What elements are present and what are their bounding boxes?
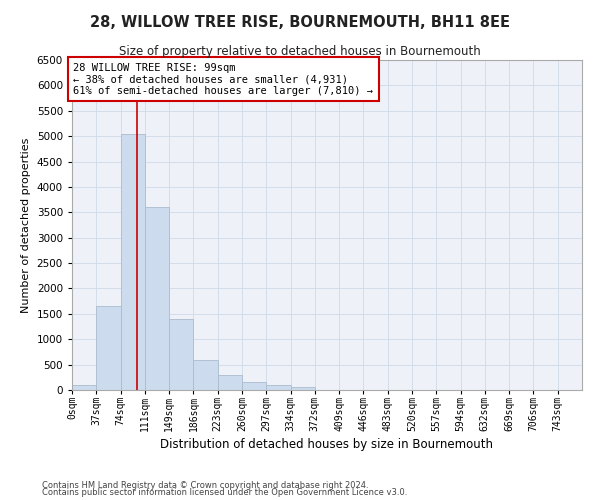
Text: Size of property relative to detached houses in Bournemouth: Size of property relative to detached ho… — [119, 45, 481, 58]
Text: 28 WILLOW TREE RISE: 99sqm
← 38% of detached houses are smaller (4,931)
61% of s: 28 WILLOW TREE RISE: 99sqm ← 38% of deta… — [73, 62, 373, 96]
Bar — [145, 207, 169, 390]
Text: 28, WILLOW TREE RISE, BOURNEMOUTH, BH11 8EE: 28, WILLOW TREE RISE, BOURNEMOUTH, BH11 … — [90, 15, 510, 30]
Bar — [169, 319, 193, 390]
Bar — [266, 385, 290, 390]
X-axis label: Distribution of detached houses by size in Bournemouth: Distribution of detached houses by size … — [161, 438, 493, 451]
Bar — [218, 375, 242, 390]
Bar — [290, 387, 315, 390]
Y-axis label: Number of detached properties: Number of detached properties — [21, 138, 31, 312]
Text: Contains public sector information licensed under the Open Government Licence v3: Contains public sector information licen… — [42, 488, 407, 497]
Bar — [193, 360, 218, 390]
Bar — [242, 382, 266, 390]
Bar — [96, 306, 121, 390]
Bar — [121, 134, 145, 390]
Bar — [72, 385, 96, 390]
Text: Contains HM Land Registry data © Crown copyright and database right 2024.: Contains HM Land Registry data © Crown c… — [42, 480, 368, 490]
